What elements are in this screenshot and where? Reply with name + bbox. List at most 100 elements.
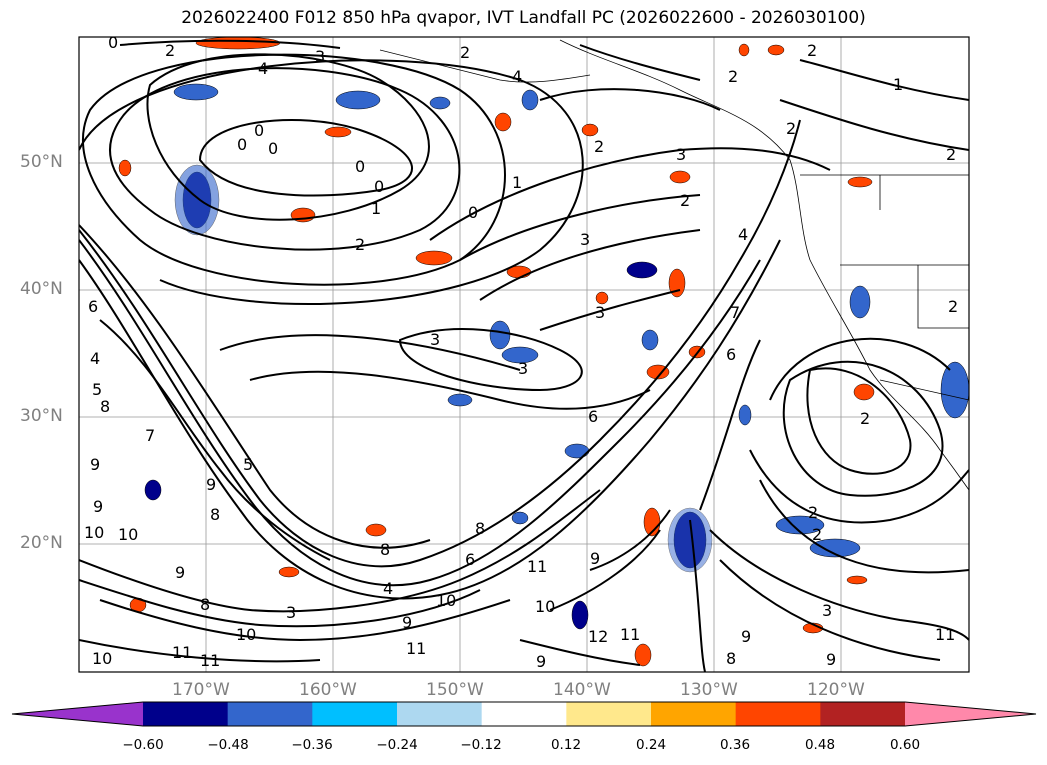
lon-label-120w: 120°W	[807, 680, 865, 700]
svg-text:2: 2	[786, 119, 796, 138]
svg-text:2: 2	[808, 503, 818, 522]
colorbar-segment	[735, 702, 821, 726]
svg-text:0: 0	[355, 157, 365, 176]
lon-label-130w: 130°W	[680, 680, 738, 700]
ivt-contours	[79, 39, 969, 672]
svg-text:9: 9	[826, 650, 836, 669]
svg-text:2: 2	[680, 191, 690, 210]
svg-text:12: 12	[588, 627, 608, 646]
svg-text:11: 11	[200, 651, 220, 670]
lat-label-30n: 30°N	[20, 406, 63, 426]
svg-text:0: 0	[268, 139, 278, 158]
svg-text:11: 11	[406, 639, 426, 658]
colorbar-tick: −0.36	[291, 737, 333, 753]
lon-label-150w: 150°W	[426, 680, 484, 700]
svg-text:9: 9	[93, 497, 103, 516]
svg-text:11: 11	[172, 643, 192, 662]
svg-text:0: 0	[108, 33, 118, 52]
colorbar-tick: 0.24	[635, 737, 667, 753]
colorbar-tick: 0.48	[804, 737, 836, 753]
colorbar-tick: 0.12	[550, 737, 582, 753]
colorbar-tick: 0.60	[889, 737, 921, 753]
svg-text:6: 6	[465, 550, 475, 569]
svg-text:10: 10	[118, 525, 138, 544]
svg-text:3: 3	[676, 145, 686, 164]
colorbar-extend-high	[905, 702, 1036, 726]
svg-text:3: 3	[430, 330, 440, 349]
svg-text:8: 8	[726, 649, 736, 668]
svg-text:4: 4	[90, 349, 100, 368]
svg-text:10: 10	[436, 591, 456, 610]
svg-text:8: 8	[475, 519, 485, 538]
qvapor-shading	[118, 37, 969, 667]
lon-label-140w: 140°W	[553, 680, 611, 700]
figure-title: 2026022400 F012 850 hPa qvapor, IVT Land…	[181, 8, 866, 28]
colorbar-segment	[143, 702, 229, 726]
lon-label-170w: 170°W	[172, 680, 230, 700]
svg-text:4: 4	[258, 59, 268, 78]
colorbar-tick: −0.12	[460, 737, 502, 753]
svg-text:3: 3	[315, 47, 325, 66]
svg-text:3: 3	[518, 359, 528, 378]
svg-text:11: 11	[527, 557, 547, 576]
svg-text:1: 1	[371, 199, 381, 218]
colorbar-segment	[481, 702, 567, 726]
svg-text:3: 3	[595, 303, 605, 322]
svg-text:4: 4	[383, 579, 393, 598]
svg-text:8: 8	[380, 540, 390, 559]
colorbar-segment	[312, 702, 398, 726]
lat-label-20n: 20°N	[20, 533, 63, 553]
svg-text:9: 9	[536, 652, 546, 671]
colorbar-tick: −0.24	[376, 737, 418, 753]
contour-labels: 0 2 4 3 4 2 0 0 0 0 0 1 2 0 1 3 2 3 2 4 …	[84, 33, 958, 671]
colorbar-segment	[227, 702, 313, 726]
colorbar-extend-low	[12, 702, 143, 726]
svg-text:2: 2	[355, 235, 365, 254]
colorbar-tick: −0.48	[207, 737, 249, 753]
svg-text:7: 7	[730, 303, 740, 322]
svg-text:2: 2	[594, 137, 604, 156]
svg-text:2: 2	[948, 297, 958, 316]
svg-text:8: 8	[100, 397, 110, 416]
svg-text:5: 5	[92, 380, 102, 399]
colorbar-segment	[566, 702, 652, 726]
svg-text:1: 1	[893, 75, 903, 94]
shade-positive	[195, 37, 281, 50]
colorbar-outline	[11, 701, 1037, 727]
lon-label-160w: 160°W	[299, 680, 357, 700]
svg-text:0: 0	[374, 177, 384, 196]
colorbar-segment	[397, 702, 483, 726]
svg-text:4: 4	[738, 225, 748, 244]
colorbar-tick: 0.36	[719, 737, 751, 753]
lat-label-50n: 50°N	[20, 152, 63, 172]
svg-text:10: 10	[84, 523, 104, 542]
colorbar-segment	[651, 702, 737, 726]
svg-text:2: 2	[946, 145, 956, 164]
svg-text:4: 4	[512, 67, 522, 86]
svg-text:0: 0	[468, 203, 478, 222]
svg-text:6: 6	[88, 297, 98, 316]
svg-text:10: 10	[236, 625, 256, 644]
colorbar	[12, 702, 1036, 726]
svg-text:9: 9	[590, 549, 600, 568]
svg-text:1: 1	[512, 173, 522, 192]
svg-text:7: 7	[145, 426, 155, 445]
svg-text:2: 2	[807, 41, 817, 60]
svg-text:0: 0	[237, 135, 247, 154]
svg-text:11: 11	[620, 625, 640, 644]
svg-text:9: 9	[90, 455, 100, 474]
svg-text:2: 2	[165, 41, 175, 60]
svg-text:6: 6	[588, 407, 598, 426]
svg-text:2: 2	[860, 409, 870, 428]
lat-label-40n: 40°N	[20, 279, 63, 299]
svg-text:9: 9	[741, 627, 751, 646]
svg-text:6: 6	[726, 345, 736, 364]
svg-text:11: 11	[935, 625, 955, 644]
svg-text:2: 2	[460, 43, 470, 62]
svg-text:9: 9	[206, 475, 216, 494]
svg-text:9: 9	[402, 613, 412, 632]
svg-text:2: 2	[812, 525, 822, 544]
map-frame	[78, 36, 970, 673]
colorbar-segment	[820, 702, 906, 726]
